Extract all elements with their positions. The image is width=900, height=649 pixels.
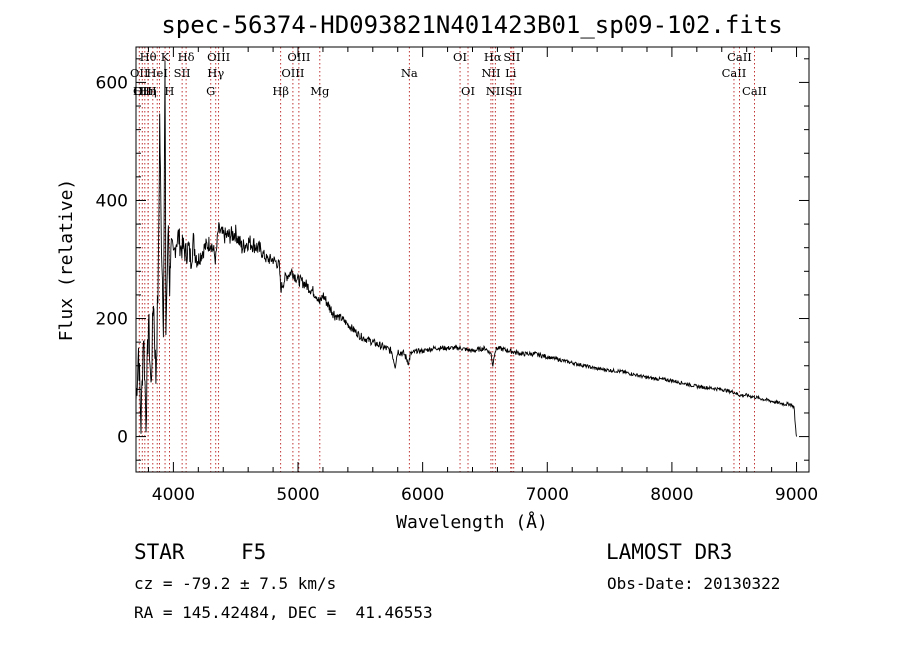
line-label-13: Hγ	[207, 66, 224, 80]
y-axis-label: Flux (relative)	[56, 179, 77, 342]
object-class: STAR	[134, 540, 185, 564]
axes-ticks: 4000 5000 6000 7000 8000 9000 0 200 400 600	[96, 47, 818, 505]
line-label-2: HIII	[133, 84, 157, 98]
line-label-30: CaII	[742, 84, 767, 98]
line-label-19: Na	[401, 66, 418, 80]
y-tick-label-2: 400	[96, 191, 128, 211]
line-label-18: Mg	[310, 84, 330, 98]
line-label-21: OI	[461, 84, 475, 98]
redshift-velocity: cz = -79.2 ± 7.5 km/s	[134, 574, 337, 593]
line-label-4: Hθ	[140, 50, 157, 64]
line-label-11: Hδ	[178, 50, 195, 64]
sky-coordinates: RA = 145.42484, DEC = 41.46553	[134, 603, 433, 622]
line-label-22: NII	[481, 66, 500, 80]
line-label-25: Li	[505, 66, 517, 80]
chart-title: spec-56374-HD093821N401423B01_sp09-102.f…	[161, 11, 782, 39]
series-spectrum	[135, 60, 797, 437]
x-tick-label-5: 9000	[775, 485, 818, 505]
y-tick-label-0: 0	[117, 428, 128, 448]
plot-frame	[135, 46, 810, 473]
line-label-26: SII	[503, 50, 520, 64]
y-tick-label-3: 600	[96, 73, 128, 93]
x-tick-label-2: 6000	[401, 485, 444, 505]
line-label-23: Hα	[484, 50, 502, 64]
line-label-10: SII	[174, 66, 191, 80]
x-tick-label-4: 8000	[650, 485, 693, 505]
line-label-20: OI	[453, 50, 467, 64]
line-label-0: OII	[130, 66, 149, 80]
x-tick-label-1: 5000	[276, 485, 319, 505]
line-label-9: H	[164, 84, 174, 98]
x-tick-label-3: 7000	[526, 485, 569, 505]
line-label-29: CaII	[727, 50, 752, 64]
x-axis-label: Wavelength (Å)	[396, 511, 548, 533]
line-label-17: OIII	[287, 50, 310, 64]
x-tick-label-0: 4000	[152, 485, 195, 505]
line-label-12: G	[206, 84, 215, 98]
line-label-27: SII	[505, 84, 522, 98]
line-label-1: OII	[133, 84, 152, 98]
observation-date: Obs-Date: 20130322	[607, 574, 781, 593]
spectral-line-markers: OIIOIIHIIIHηHθHeIKHSIIHδGHγOIIIHβOIIIOII…	[130, 47, 767, 472]
survey-name: LAMOST DR3	[606, 540, 733, 564]
line-label-14: OIII	[207, 50, 230, 64]
line-label-8: K	[161, 50, 170, 64]
series-layer	[135, 60, 797, 437]
line-label-28: CaII	[722, 66, 747, 80]
line-label-6: HeI	[146, 66, 167, 80]
spectral-subclass: F5	[241, 540, 267, 564]
line-label-16: OIII	[281, 66, 304, 80]
y-tick-label-1: 200	[96, 310, 128, 330]
line-label-24: NII	[486, 84, 505, 98]
line-label-15: Hβ	[272, 84, 289, 98]
